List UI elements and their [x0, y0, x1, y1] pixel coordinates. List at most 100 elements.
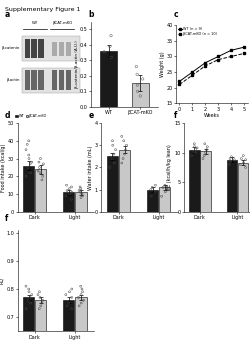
- Point: [27, 289, 31, 295]
- WT (n = 9): [243, 45, 246, 49]
- βCAT-mKO (n = 10): [217, 58, 220, 62]
- βCAT-mKO (n = 10): [191, 73, 194, 77]
- Point: [80, 286, 84, 292]
- Bar: [75, 298, 86, 362]
- Point: [37, 159, 41, 165]
- Point: [203, 141, 207, 147]
- Point: [195, 145, 199, 151]
- Point: [28, 161, 32, 167]
- Point: [228, 159, 232, 164]
- Point: [153, 189, 157, 195]
- Point: [136, 88, 140, 94]
- Point: [40, 300, 44, 306]
- Point: [102, 49, 106, 55]
- Point: [141, 76, 145, 82]
- Point: [240, 156, 244, 161]
- Point: [135, 71, 139, 77]
- βCAT-mKO (n = 10): [230, 54, 233, 59]
- Y-axis label: β-catenin/β-actin (A.U.): β-catenin/β-actin (A.U.): [75, 41, 79, 88]
- Bar: [107, 156, 118, 212]
- Bar: [66, 42, 71, 56]
- Point: [136, 82, 140, 88]
- Bar: [63, 300, 74, 362]
- Point: [154, 182, 158, 188]
- Text: b: b: [89, 10, 94, 19]
- Bar: [119, 150, 130, 212]
- Legend: WT, βCAT-mKO: WT, βCAT-mKO: [16, 114, 47, 118]
- Point: [28, 295, 32, 300]
- Point: [38, 156, 42, 161]
- Point: [38, 295, 42, 300]
- Point: [40, 177, 44, 183]
- Text: c: c: [174, 10, 178, 19]
- Point: [76, 295, 80, 300]
- Bar: [23, 166, 34, 212]
- Point: [41, 173, 45, 179]
- Point: [138, 93, 142, 99]
- Bar: [100, 51, 117, 107]
- Point: [79, 195, 83, 201]
- Point: [194, 150, 198, 156]
- Point: [134, 64, 138, 70]
- Point: [37, 306, 41, 312]
- Point: [64, 292, 68, 298]
- Point: [79, 186, 83, 191]
- Point: [78, 184, 82, 190]
- Point: [28, 300, 32, 306]
- Point: [70, 306, 73, 312]
- Point: [202, 153, 206, 159]
- Point: [28, 170, 32, 176]
- Point: [30, 159, 34, 165]
- Point: [121, 156, 125, 161]
- Point: [244, 164, 248, 171]
- Point: [124, 147, 128, 153]
- Point: [150, 185, 154, 190]
- Point: [77, 188, 81, 193]
- Point: [26, 164, 30, 171]
- Point: [27, 286, 31, 292]
- Point: [26, 297, 30, 303]
- Point: [204, 147, 208, 153]
- Bar: [38, 39, 44, 58]
- Text: a: a: [5, 10, 10, 19]
- Point: [192, 148, 196, 154]
- Point: [238, 161, 242, 167]
- Point: [112, 151, 116, 157]
- WT (n = 9): [204, 60, 207, 65]
- Point: [79, 292, 83, 298]
- Point: [36, 168, 40, 174]
- Bar: [66, 71, 71, 90]
- Point: [204, 150, 208, 156]
- Point: [80, 191, 84, 197]
- WT (n = 9): [191, 70, 194, 74]
- Point: [70, 286, 74, 292]
- Point: [24, 173, 28, 179]
- Bar: [52, 71, 57, 90]
- Point: [120, 160, 124, 166]
- Point: [149, 187, 153, 193]
- Point: [190, 153, 194, 159]
- Bar: [63, 192, 74, 212]
- Bar: [59, 71, 64, 90]
- WT (n = 9): [178, 79, 181, 84]
- Point: [68, 289, 71, 295]
- Point: [42, 161, 46, 167]
- Bar: [226, 160, 237, 212]
- Point: [70, 184, 73, 190]
- Text: β-actin: β-actin: [6, 78, 20, 82]
- Point: [24, 283, 28, 289]
- Point: [30, 292, 34, 298]
- Point: [79, 300, 83, 306]
- Bar: [35, 300, 46, 362]
- WT (n = 9): [217, 54, 220, 59]
- Text: e: e: [89, 111, 94, 120]
- Point: [70, 197, 74, 202]
- Bar: [38, 71, 44, 90]
- Point: [201, 156, 205, 161]
- Point: [232, 157, 236, 163]
- Point: [112, 160, 116, 166]
- Text: f: f: [5, 214, 8, 223]
- Point: [80, 193, 84, 199]
- Point: [149, 193, 153, 199]
- Text: Supplementary Figure 1: Supplementary Figure 1: [5, 7, 80, 12]
